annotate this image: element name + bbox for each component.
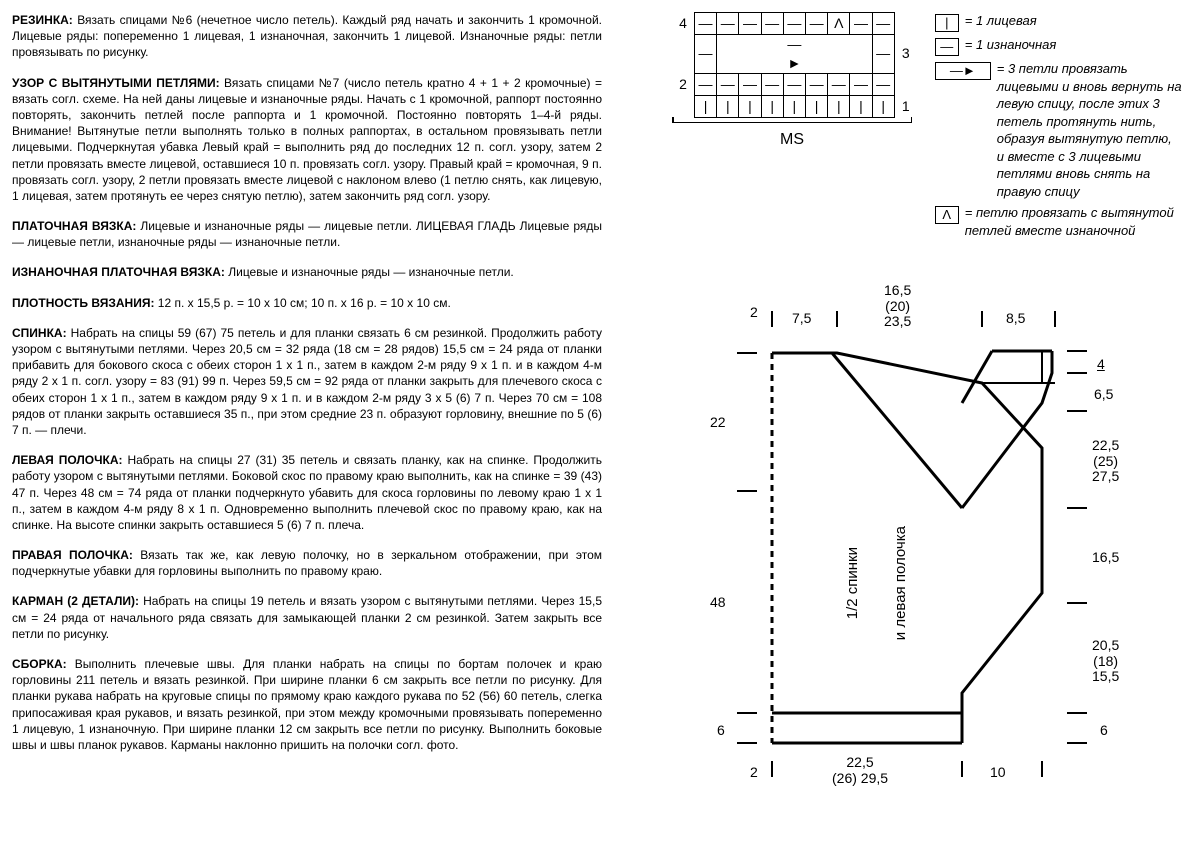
meas-right-stack1: 22,5 (25) 27,5: [1092, 438, 1119, 484]
meas-bot-stack: 22,5 (26) 29,5: [832, 755, 888, 786]
meas-right-6: 6: [1100, 721, 1108, 740]
label-left-front: и левая полочка: [891, 526, 911, 640]
ms-label: MS: [672, 129, 912, 151]
legend-elongated: —► = 3 петли провязать лицевыми и вновь …: [935, 60, 1182, 200]
para-right-polochka: ПРАВАЯ ПОЛОЧКА: Вязать так же, как левую…: [12, 547, 602, 579]
meas-top-8-5: 8,5: [1006, 309, 1025, 328]
legend-knit: | = 1 лицевая: [935, 12, 1182, 32]
para-left-polochka: ЛЕВАЯ ПОЛОЧКА: Набрать на спицы 27 (31) …: [12, 452, 602, 533]
garment-schematic: 2 7,5 16,5 (20) 23,5 8,5 22 48 6 4 6,5 2…: [622, 273, 1182, 793]
meas-bot-2: 2: [750, 763, 758, 782]
meas-left-6: 6: [717, 721, 725, 740]
instructions-column: РЕЗИНКА: Вязать спицами №6 (нечетное чис…: [12, 12, 602, 839]
para-iznanochnaya: ИЗНАНОЧНАЯ ПЛАТОЧНАЯ ВЯЗКА: Лицевые и из…: [12, 264, 602, 280]
meas-right-6-5: 6,5: [1094, 385, 1113, 404]
legend-purl: — = 1 изнаночная: [935, 36, 1182, 56]
meas-right-stack2: 20,5 (18) 15,5: [1092, 638, 1119, 684]
para-platochnaya: ПЛАТОЧНАЯ ВЯЗКА: Лицевые и изнаночные ря…: [12, 218, 602, 250]
meas-left-22: 22: [710, 413, 726, 432]
para-plotnost: ПЛОТНОСТЬ ВЯЗАНИЯ: 12 п. х 15,5 р. = 10 …: [12, 295, 602, 311]
legend: | = 1 лицевая — = 1 изнаночная —► = 3 пе…: [935, 12, 1182, 243]
label-half-back: 1/2 спинки: [843, 547, 863, 619]
para-spinka: СПИНКА: Набрать на спицы 59 (67) 75 пете…: [12, 325, 602, 438]
meas-right-4: 4: [1097, 355, 1105, 374]
para-uzor: УЗОР С ВЫТЯНУТЫМИ ПЕТЛЯМИ: Вязать спицам…: [12, 75, 602, 205]
meas-right-16-5: 16,5: [1092, 548, 1119, 567]
meas-top-7-5: 7,5: [792, 309, 811, 328]
meas-bot-10: 10: [990, 763, 1006, 782]
meas-top-stack: 16,5 (20) 23,5: [884, 283, 911, 329]
para-rezinka: РЕЗИНКА: Вязать спицами №6 (нечетное чис…: [12, 12, 602, 61]
diagrams-column: 4——————Λ————►—32—————————|||||||||1 MS |…: [622, 12, 1182, 839]
para-karman: КАРМАН (2 ДЕТАЛИ): Набрать на спицы 19 п…: [12, 593, 602, 642]
meas-left-48: 48: [710, 593, 726, 612]
stitch-chart: 4——————Λ————►—32—————————|||||||||1 MS: [622, 12, 917, 243]
legend-together: Λ = петлю провязать с вытянутой петлей в…: [935, 204, 1182, 239]
para-sborka: СБОРКА: Выполнить плечевые швы. Для план…: [12, 656, 602, 753]
meas-top-2: 2: [750, 303, 758, 322]
